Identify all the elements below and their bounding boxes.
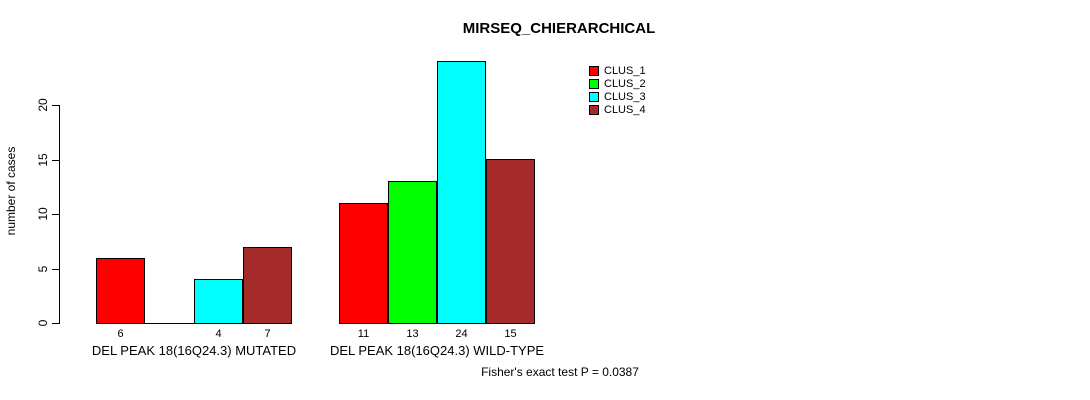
category-label-wild-type: DEL PEAK 18(16Q24.3) WILD-TYPE (329, 343, 545, 358)
legend-swatch-clus-1 (589, 66, 599, 76)
legend-swatch-clus-4 (589, 105, 599, 115)
legend-item-label: CLUS_2 (604, 78, 646, 90)
y-axis-tick-label: 10 (36, 207, 50, 221)
legend-item-label: CLUS_4 (604, 104, 646, 116)
y-axis-tick-label: 5 (36, 265, 50, 272)
y-axis-tick (52, 159, 59, 161)
legend-item-label: CLUS_1 (604, 65, 646, 77)
bar-value-label: 13 (406, 328, 419, 340)
bar-clus-3-mutated (194, 279, 243, 324)
y-axis (59, 105, 60, 324)
bar-value-label: 4 (215, 328, 222, 340)
bar-value-label: 15 (504, 328, 517, 340)
y-axis-tick (52, 268, 59, 270)
y-axis-tick (52, 323, 59, 324)
y-axis-label: number of cases (4, 146, 18, 236)
bar-clus-2-wild-type (388, 181, 437, 324)
bar-clus-1-mutated (96, 258, 145, 324)
bar-clus-2-mutated (145, 323, 194, 324)
bar-value-label: 6 (117, 328, 124, 340)
bar-clus-4-wild-type (486, 159, 535, 324)
bar-clus-4-mutated (243, 247, 292, 324)
y-axis-tick (52, 214, 59, 215)
legend-item: CLUS_2 (589, 78, 646, 90)
y-axis-tick (52, 105, 59, 106)
annotation-text: Fisher's exact test P = 0.0387 (481, 365, 639, 379)
bar-value-label: 11 (357, 328, 370, 340)
legend-item: CLUS_4 (589, 104, 646, 116)
y-axis-tick-label: 20 (36, 98, 50, 112)
legend-item: CLUS_3 (589, 91, 646, 103)
legend-item: CLUS_1 (589, 65, 646, 77)
legend-swatch-clus-3 (589, 92, 599, 102)
y-axis-tick-label: 0 (36, 319, 50, 327)
bar-clus-3-wild-type (437, 61, 486, 324)
category-label-mutated: DEL PEAK 18(16Q24.3) MUTATED (91, 343, 297, 358)
legend-swatch-clus-2 (589, 79, 599, 89)
bar-value-label: 24 (455, 328, 468, 340)
legend-item-label: CLUS_3 (604, 91, 646, 103)
bar-value-label: 7 (264, 328, 271, 340)
bar-clus-1-wild-type (339, 203, 388, 324)
y-axis-tick-label: 15 (36, 152, 50, 167)
chart-title: MIRSEQ_CHIERARCHICAL (462, 20, 656, 37)
